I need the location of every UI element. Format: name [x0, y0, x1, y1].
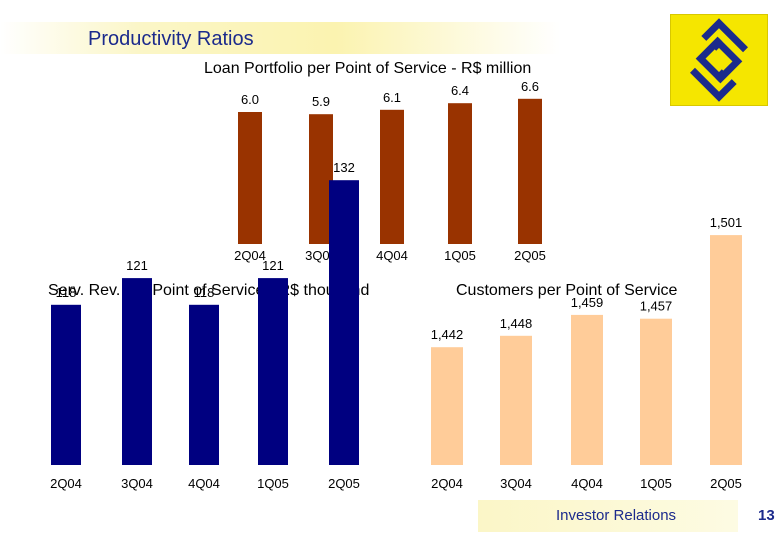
serv-rev-category-label: 4Q04 — [188, 476, 220, 491]
serv-rev-category-label: 1Q05 — [257, 476, 289, 491]
customers-category-label: 2Q05 — [710, 476, 742, 491]
customers-bar — [571, 314, 603, 465]
page-title: Productivity Ratios — [88, 28, 254, 50]
customers-chart-title: Customers per Point of Service — [456, 282, 678, 299]
loan-bar — [448, 103, 472, 244]
loan-category-label: 4Q04 — [376, 248, 408, 263]
customers-bar — [431, 347, 463, 465]
loan-chart-title: Loan Portfolio per Point of Service - R$… — [204, 60, 532, 77]
loan-category-label: 1Q05 — [444, 248, 476, 263]
customers-category-label: 4Q04 — [571, 476, 603, 491]
serv-rev-category-label: 2Q05 — [328, 476, 360, 491]
serv-rev-value-label: 121 — [126, 258, 148, 273]
customers-category-label: 3Q04 — [500, 476, 532, 491]
customers-value-label: 1,459 — [571, 295, 604, 310]
customers-value-label: 1,457 — [640, 299, 673, 314]
title-band — [0, 22, 560, 54]
customers-value-label: 1,448 — [500, 316, 533, 331]
serv-rev-category-label: 3Q04 — [121, 476, 153, 491]
footer-band — [478, 500, 738, 532]
page-number: 13 — [758, 507, 775, 524]
loan-value-label: 5.9 — [312, 94, 330, 109]
customers-chart: 1,442 2Q04 1,448 3Q04 1,459 4Q04 1,457 1Q05 1,50… — [431, 215, 743, 491]
loan-bar — [518, 98, 542, 244]
loan-value-label: 6.1 — [383, 90, 401, 105]
customers-value-label: 1,501 — [710, 215, 743, 230]
footer-label: Investor Relations — [556, 507, 677, 524]
loan-value-label: 6.4 — [451, 83, 469, 98]
loan-value-label: 6.6 — [521, 79, 539, 94]
loan-bar — [380, 109, 404, 244]
serv-rev-bar — [122, 278, 152, 465]
customers-category-label: 2Q04 — [431, 476, 463, 491]
customers-value-label: 1,442 — [431, 327, 464, 342]
loan-portfolio-chart: 6.0 2Q04 5.9 3Q04 6.1 4Q04 6.4 1Q05 6.6 2Q05 — [234, 79, 546, 263]
loan-category-label: 2Q05 — [514, 248, 546, 263]
serv-rev-bar — [51, 304, 81, 465]
customers-bar — [710, 235, 742, 465]
customers-bar — [500, 335, 532, 465]
loan-category-label: 2Q04 — [234, 248, 266, 263]
loan-category-label: 3Q04 — [305, 248, 337, 263]
serv-rev-value-label: 118 — [194, 285, 215, 300]
banco-do-brasil-logo-icon — [670, 14, 768, 106]
serv-rev-value-label: 118 — [56, 285, 77, 300]
serv-rev-value-label: 121 — [262, 258, 284, 273]
serv-rev-bar — [329, 180, 359, 465]
customers-bar — [640, 318, 672, 465]
loan-value-label: 6.0 — [241, 92, 259, 107]
serv-rev-bar — [258, 278, 288, 465]
loan-bar — [238, 112, 262, 244]
customers-category-label: 1Q05 — [640, 476, 672, 491]
serv-rev-bar — [189, 304, 219, 465]
serv-rev-category-label: 2Q04 — [50, 476, 82, 491]
serv-rev-value-label: 132 — [333, 160, 355, 175]
